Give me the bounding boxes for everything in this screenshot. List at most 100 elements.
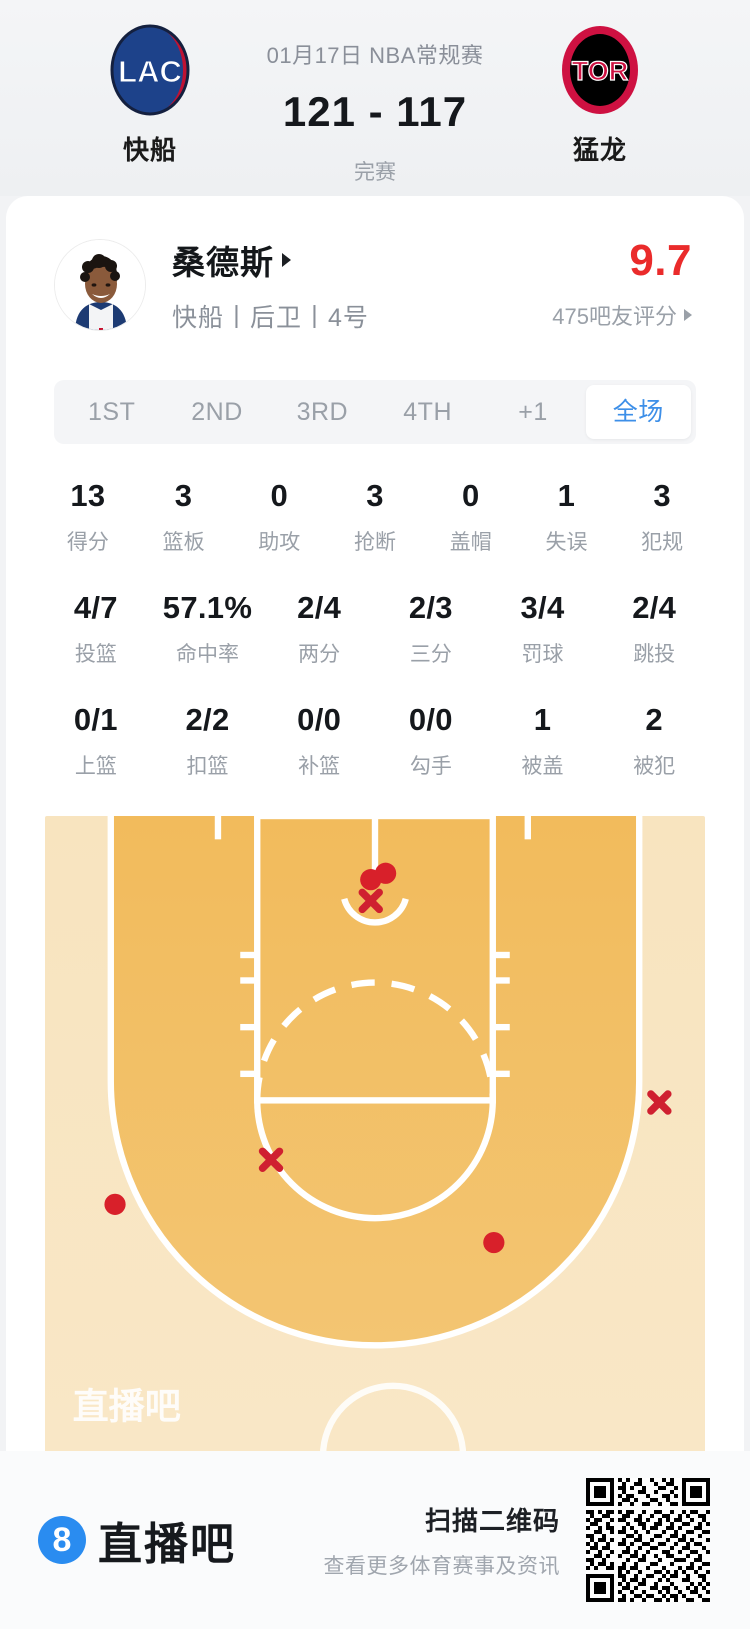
stat-value: 3 bbox=[174, 478, 193, 513]
stat-label: 两分 bbox=[298, 643, 341, 666]
stat-label: 勾手 bbox=[409, 755, 452, 778]
period-tabs: 1ST 2ND 3RD 4TH +1 全场 bbox=[54, 380, 696, 444]
stat-shots-blocked: 1 被盖 bbox=[487, 702, 599, 780]
stat-two-point: 2/4 两分 bbox=[263, 590, 375, 668]
stat-hook: 0/0 勾手 bbox=[375, 702, 487, 780]
shot-missed-x bbox=[258, 1147, 284, 1172]
stat-label: 助攻 bbox=[258, 531, 301, 554]
rating-label-wrap: 475吧友评分 bbox=[552, 299, 692, 331]
match-status: 完赛 bbox=[354, 161, 396, 184]
stat-steals: 3 抢断 bbox=[327, 478, 423, 556]
stat-free-throws: 3/4 罚球 bbox=[487, 590, 599, 668]
shot-missed-x bbox=[358, 888, 383, 914]
home-team-name: 快船 bbox=[122, 135, 177, 165]
stat-fouls-drawn: 2 被犯 bbox=[598, 702, 710, 780]
stat-value: 2/4 bbox=[297, 590, 342, 625]
brand-badge-icon: 8 bbox=[38, 1516, 86, 1564]
player-info: 桑德斯 快船丨后卫丨4号 bbox=[172, 236, 552, 334]
tab-1st[interactable]: 1ST bbox=[87, 398, 136, 426]
stat-value: 2/4 bbox=[632, 590, 677, 625]
stat-three-point: 2/3 三分 bbox=[375, 590, 487, 668]
tab-full-game[interactable]: 全场 bbox=[585, 385, 691, 439]
stat-value: 0 bbox=[270, 478, 289, 513]
shot-made-dot bbox=[104, 1193, 126, 1215]
away-team[interactable]: TOR 猛龙 bbox=[510, 22, 690, 167]
stat-label: 罚球 bbox=[521, 643, 564, 666]
stat-label: 三分 bbox=[409, 643, 452, 666]
court-svg: 直播吧 bbox=[45, 816, 705, 1456]
player-name: 桑德斯 bbox=[172, 244, 274, 281]
stat-label: 失误 bbox=[545, 531, 588, 554]
stat-blocks: 0 盖帽 bbox=[423, 478, 519, 556]
stat-label: 上篮 bbox=[74, 755, 117, 778]
shot-chart[interactable]: 直播吧 bbox=[45, 816, 705, 1456]
lac-logo-icon: LAC bbox=[102, 22, 198, 118]
tor-logo-icon: TOR bbox=[552, 22, 648, 118]
shot-made-dot bbox=[483, 1231, 505, 1254]
stat-putback: 0/0 补篮 bbox=[263, 702, 375, 780]
tab-ot[interactable]: +1 bbox=[518, 398, 548, 426]
chevron-right-icon[interactable] bbox=[282, 253, 291, 267]
stat-layup: 0/1 上篮 bbox=[40, 702, 152, 780]
stat-label: 篮板 bbox=[162, 531, 205, 554]
stat-label: 犯规 bbox=[641, 531, 684, 554]
stat-value: 2 bbox=[645, 702, 663, 737]
stat-dunk: 2/2 扣篮 bbox=[152, 702, 264, 780]
stat-label: 抢断 bbox=[354, 531, 397, 554]
stat-label: 被盖 bbox=[521, 755, 564, 778]
stat-value: 3 bbox=[366, 478, 384, 513]
stats-row-shooting: 4/7 投篮 57.1% 命中率 2/4 两分 2/3 三分 3/4 罚球 bbox=[40, 590, 710, 668]
rating-label: 475吧友评分 bbox=[552, 304, 677, 329]
stat-label: 盖帽 bbox=[449, 531, 492, 554]
svg-text:TOR: TOR bbox=[572, 56, 629, 86]
tab-3rd[interactable]: 3RD bbox=[296, 398, 349, 426]
stat-points: 13 得分 bbox=[40, 478, 136, 556]
stat-label: 命中率 bbox=[176, 643, 239, 666]
stat-value: 2/3 bbox=[408, 590, 453, 625]
stat-turnovers: 1 失误 bbox=[519, 478, 615, 556]
shot-markers bbox=[104, 862, 672, 1254]
stat-rebounds: 3 篮板 bbox=[136, 478, 232, 556]
stat-label: 补篮 bbox=[298, 755, 341, 778]
player-stats-card: 桑德斯 快船丨后卫丨4号 9.7 475吧友评分 1ST 2ND 3RD 4TH… bbox=[6, 196, 744, 1456]
stat-label: 跳投 bbox=[633, 643, 676, 666]
stat-label: 被犯 bbox=[633, 755, 676, 778]
brand-name: 直播吧 bbox=[98, 1520, 236, 1569]
match-date-league: 01月17日 NBA常规赛 bbox=[266, 43, 484, 68]
shot-made-dot bbox=[375, 862, 397, 884]
stat-value: 57.1% bbox=[162, 590, 253, 625]
stats-table: 13 得分 3 篮板 0 助攻 3 抢断 0 盖帽 bbox=[6, 478, 744, 780]
stat-label: 扣篮 bbox=[186, 755, 229, 778]
svg-text:LAC: LAC bbox=[118, 54, 182, 89]
stat-value: 0 bbox=[461, 478, 480, 513]
player-avatar bbox=[54, 239, 146, 331]
stat-jump-shot: 2/4 跳投 bbox=[598, 590, 710, 668]
chevron-right-small-icon[interactable] bbox=[684, 309, 692, 321]
stats-row-shot-types: 0/1 上篮 2/2 扣篮 0/0 补篮 0/0 勾手 1 被盖 bbox=[40, 702, 710, 780]
app-footer: 8 直播吧 扫描二维码 查看更多体育赛事及资讯 bbox=[0, 1451, 750, 1629]
qr-title: 扫描二维码 bbox=[424, 1505, 560, 1536]
shot-missed-x bbox=[647, 1090, 672, 1115]
player-rating[interactable]: 9.7 475吧友评分 bbox=[552, 239, 696, 331]
match-center-info: 01月17日 NBA常规赛 121 - 117 完赛 bbox=[240, 22, 510, 186]
brand-logo[interactable]: 8 直播吧 bbox=[38, 1508, 236, 1572]
stat-value: 0/0 bbox=[297, 702, 342, 737]
tab-2nd[interactable]: 2ND bbox=[191, 398, 243, 426]
stat-field-goals: 4/7 投篮 bbox=[40, 590, 152, 668]
stat-value: 3 bbox=[653, 478, 671, 513]
stat-assists: 0 助攻 bbox=[231, 478, 327, 556]
stat-value: 4/7 bbox=[73, 590, 118, 625]
qr-code-icon[interactable] bbox=[586, 1478, 710, 1602]
home-team[interactable]: LAC 快船 bbox=[60, 22, 240, 167]
rating-value: 9.7 bbox=[629, 236, 692, 285]
player-row[interactable]: 桑德斯 快船丨后卫丨4号 9.7 475吧友评分 bbox=[6, 218, 744, 334]
stat-value: 1 bbox=[557, 478, 576, 513]
qr-text: 扫描二维码 查看更多体育赛事及资讯 bbox=[324, 1501, 561, 1580]
stat-label: 得分 bbox=[66, 531, 109, 554]
tab-4th[interactable]: 4TH bbox=[403, 398, 453, 426]
stat-fouls: 3 犯规 bbox=[614, 478, 710, 556]
away-team-name: 猛龙 bbox=[572, 135, 627, 165]
qr-block[interactable]: 扫描二维码 查看更多体育赛事及资讯 bbox=[324, 1478, 710, 1602]
qr-subtitle: 查看更多体育赛事及资讯 bbox=[323, 1554, 560, 1578]
